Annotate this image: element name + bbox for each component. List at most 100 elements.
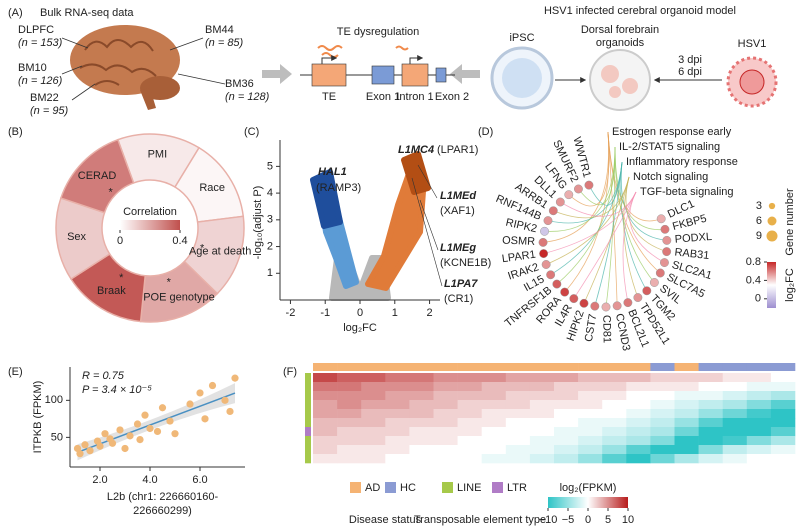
heatmap-cell xyxy=(337,436,362,446)
region-name: BM22 xyxy=(30,92,59,104)
heatmap-cell xyxy=(457,454,482,464)
heatmap-cell xyxy=(722,436,748,446)
heatmap-cell xyxy=(698,436,723,446)
region-n: (n = 126) xyxy=(18,75,63,87)
heatmap-cell xyxy=(385,382,410,392)
heatmap-cell xyxy=(674,400,699,410)
heatmap-cell xyxy=(746,418,772,428)
heatmap-cell xyxy=(674,373,699,383)
legend-label: LTR xyxy=(507,482,527,494)
heatmap-cell xyxy=(578,400,603,410)
heatmap-cell xyxy=(770,427,796,437)
gene-node xyxy=(623,298,633,308)
section-title: HSV1 infected cerebral organoid model xyxy=(544,5,736,17)
y-tick-label: 100 xyxy=(45,394,63,406)
heatmap-cell xyxy=(529,445,555,455)
gene-node xyxy=(539,249,549,259)
heatmap-cell xyxy=(385,373,410,383)
heatmap-cell xyxy=(650,400,675,410)
heatmap-cell xyxy=(457,400,482,410)
gene-node xyxy=(662,235,672,245)
heatmap-cell xyxy=(481,418,507,428)
heatmap-cell xyxy=(698,373,723,383)
heatmap-cell xyxy=(505,436,531,446)
region-n: (n = 128) xyxy=(225,91,270,103)
legend-label: HC xyxy=(400,482,416,494)
organoid-label: organoids xyxy=(596,37,645,49)
heatmap-cell xyxy=(337,454,362,464)
ipsc-label: iPSC xyxy=(509,32,534,44)
heatmap-cell xyxy=(722,445,748,455)
heatmap-cell xyxy=(409,373,434,383)
brain-stem xyxy=(140,88,156,110)
annotation-gene: (XAF1) xyxy=(440,205,475,217)
pathway-label: Estrogen response early xyxy=(612,126,732,138)
virus-capsid xyxy=(739,69,765,95)
heatmap-cell xyxy=(578,436,603,446)
gene-node xyxy=(612,301,622,311)
point xyxy=(221,396,229,404)
column-annotation xyxy=(361,363,386,371)
heatmap-cell xyxy=(746,436,772,446)
heatmap-cell xyxy=(746,400,772,410)
y-tick-label: 3 xyxy=(267,214,273,226)
y-tick-label: 5 xyxy=(267,160,273,172)
organoid xyxy=(622,78,638,94)
confidence-band xyxy=(77,383,235,461)
heatmap-cell xyxy=(626,382,651,392)
legend-label: LINE xyxy=(457,482,481,494)
heatmap-cell xyxy=(602,400,627,410)
legend-swatch xyxy=(350,482,361,493)
heatmap-cell xyxy=(505,400,531,410)
gene-label: CST7 xyxy=(583,313,599,343)
heatmap-cell xyxy=(481,391,507,401)
heatmap-cell xyxy=(698,382,723,392)
row-annotation xyxy=(305,436,311,446)
gene-node xyxy=(548,206,558,216)
heatmap-cell xyxy=(674,409,699,419)
cloud-down-strong xyxy=(310,169,343,229)
heatmap-cell xyxy=(698,391,723,401)
heatmap-cell xyxy=(385,427,410,437)
heatmap-cell xyxy=(578,373,603,383)
heatmap-cell xyxy=(746,409,772,419)
colorbar-tick-label: −5 xyxy=(562,514,575,526)
gene-node xyxy=(590,301,600,311)
gene-node xyxy=(546,270,556,280)
column-annotation xyxy=(481,363,507,371)
significance-mark: * xyxy=(167,277,172,289)
column-annotation xyxy=(722,363,748,371)
heatmap-cell xyxy=(529,427,555,437)
annotation-leader xyxy=(411,164,443,287)
heatmap-cell xyxy=(457,436,482,446)
heatmap-cell xyxy=(337,427,362,437)
heatmap-cell xyxy=(554,436,579,446)
gene-pathway-link xyxy=(544,146,616,232)
y-tick-label: 50 xyxy=(51,431,63,443)
exon-box xyxy=(435,67,447,83)
heatmap-cell xyxy=(650,409,675,419)
gene-node xyxy=(662,247,672,257)
heatmap-cell xyxy=(674,445,699,455)
heatmap-cell xyxy=(746,445,772,455)
size-legend-label: 6 xyxy=(756,215,762,227)
gene-node xyxy=(541,260,551,269)
heatmap-cell xyxy=(481,427,507,437)
row-annotation xyxy=(305,427,311,437)
heatmap-cell xyxy=(578,418,603,428)
row-annotation xyxy=(305,373,311,383)
heatmap-cell xyxy=(746,382,772,392)
heatmap-cell xyxy=(505,418,531,428)
heatmap-cell xyxy=(770,436,796,446)
gene-pathway-link xyxy=(607,131,661,274)
legend-title: Gene number xyxy=(784,188,796,256)
heatmap-cell xyxy=(313,409,338,419)
y-tick-label: 4 xyxy=(267,187,273,199)
annotation-gene: (CR1) xyxy=(444,293,473,305)
region-name: DLPFC xyxy=(18,24,54,36)
heatmap-cell xyxy=(457,382,482,392)
heatmap-cell xyxy=(529,400,555,410)
gene-pathway-link xyxy=(578,146,616,206)
panel-label: (A) xyxy=(8,7,23,19)
legend-label: AD xyxy=(365,482,380,494)
